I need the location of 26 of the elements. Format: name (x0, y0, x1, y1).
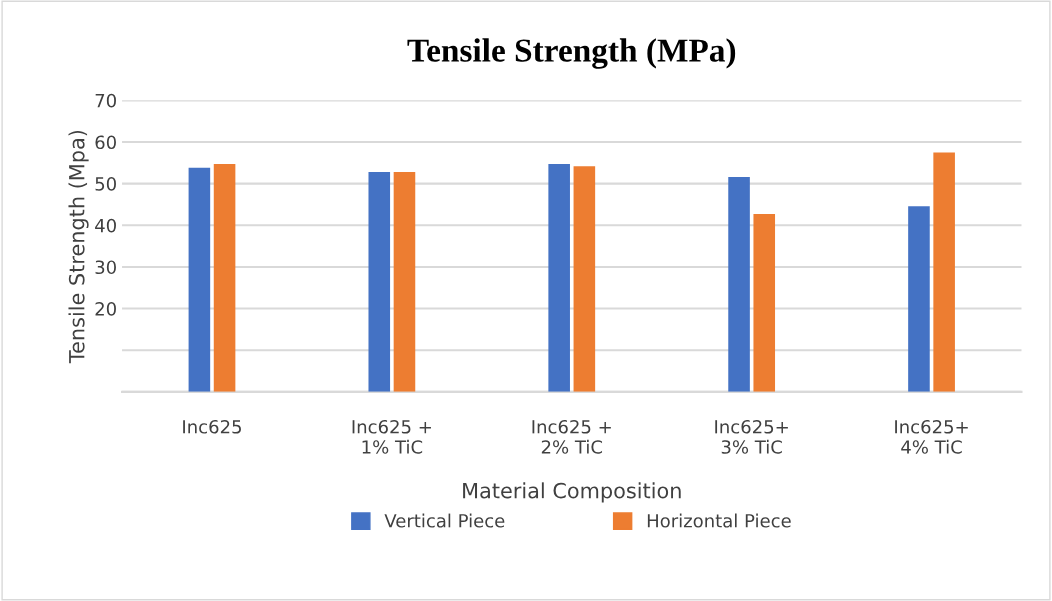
x-tick-label: Inc625+ 3% TiC (715, 419, 788, 454)
x-tick-label: Inc625+ 4% TiC (895, 419, 968, 454)
y-tick-label: 70 (95, 93, 116, 108)
bar (753, 214, 776, 392)
chart-title: Tensile Strength (MPa) (407, 38, 736, 69)
x-tick-label: Inc625 + 1% TiC (352, 419, 431, 454)
y-axis-title: Tensile Strength (Mpa) (68, 130, 89, 364)
x-tick-label: Inc625 + 2% TiC (532, 419, 611, 454)
bar (573, 166, 596, 392)
legend-label: Vertical Piece (384, 513, 505, 528)
bar (188, 167, 211, 392)
x-tick-label: Inc625 (183, 419, 241, 434)
bar (933, 152, 955, 392)
y-tick-label: 40 (95, 218, 116, 233)
legend-label: Horizontal Piece (647, 513, 791, 528)
y-tick-label: 20 (95, 302, 116, 316)
y-tick-label: 50 (95, 177, 116, 191)
bar (393, 171, 416, 392)
bar (368, 171, 391, 392)
y-tick-label: 30 (95, 260, 116, 275)
bar (213, 164, 236, 392)
x-axis-title: Material Composition (463, 482, 681, 503)
y-tick-label: 60 (95, 135, 116, 150)
bar (728, 176, 750, 392)
bar (548, 164, 570, 392)
bar (908, 206, 930, 392)
